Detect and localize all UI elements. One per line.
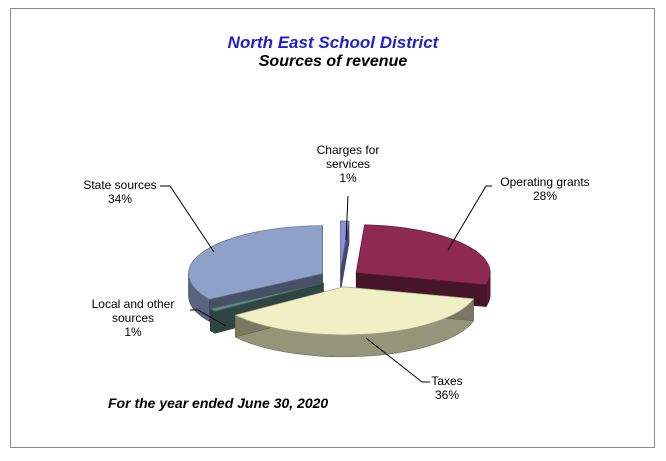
label-state-line1: State sources xyxy=(83,178,157,192)
leader-operating-grants xyxy=(447,185,492,251)
label-operating-line1: Operating grants xyxy=(500,175,590,189)
chart-frame xyxy=(10,8,655,448)
label-charges-line2: services xyxy=(325,157,370,171)
label-taxes-line1: Taxes xyxy=(431,374,463,388)
leader-charges-for-services xyxy=(345,195,349,241)
label-operating-grants: Operating grants 28% xyxy=(485,175,605,203)
chart-title: North East School District xyxy=(227,33,439,52)
slice-state-sources-top xyxy=(188,225,323,300)
slice-charges-for-services xyxy=(340,220,350,292)
label-local-line1: Local and other xyxy=(91,297,175,311)
label-state-sources: State sources 34% xyxy=(70,178,170,206)
slice-taxes xyxy=(234,286,475,358)
label-charges-pct: 1% xyxy=(339,171,357,185)
chart-subtitle: Sources of revenue xyxy=(258,53,408,70)
label-charges-for-services: Charges for services 1% xyxy=(298,143,398,185)
leader-local-and-other-sources xyxy=(190,309,227,327)
label-taxes: Taxes 36% xyxy=(412,374,482,402)
leader-state-sources xyxy=(160,185,215,253)
label-state-pct: 34% xyxy=(107,192,133,206)
slice-local-and-other-sources-top xyxy=(209,282,324,312)
label-local-pct: 1% xyxy=(124,325,142,339)
slice-taxes-top xyxy=(234,286,475,336)
label-operating-pct: 28% xyxy=(532,189,558,203)
leader-taxes xyxy=(365,337,430,383)
slice-operating-grants-top xyxy=(355,224,491,286)
label-charges-line1: Charges for xyxy=(316,143,380,157)
label-local-line2: sources xyxy=(111,311,155,325)
label-taxes-pct: 36% xyxy=(434,388,460,402)
footnote: For the year ended June 30, 2020 xyxy=(108,395,329,411)
slice-charges-for-services-top xyxy=(340,220,350,270)
label-local-and-other-sources: Local and other sources 1% xyxy=(78,297,188,339)
